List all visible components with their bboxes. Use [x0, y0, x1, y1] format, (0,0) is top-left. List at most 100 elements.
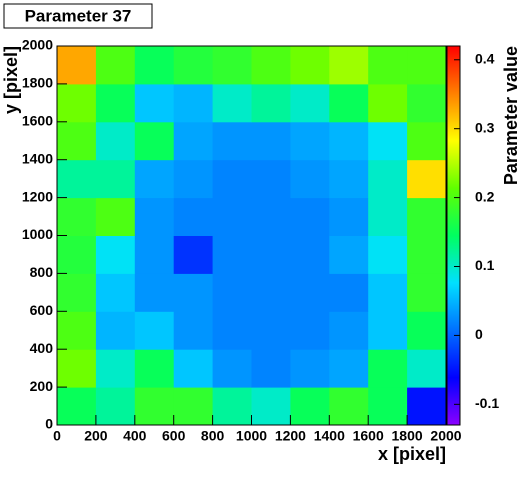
heatmap-cell	[134, 311, 175, 350]
heatmap-cell	[251, 197, 291, 236]
heatmap-cell	[407, 159, 447, 199]
heatmap-cell	[212, 121, 252, 161]
heatmap-cell	[329, 83, 369, 123]
heatmap-cell	[290, 83, 330, 123]
x-tick-label: 200	[84, 428, 108, 444]
heatmap-cell	[329, 311, 369, 350]
heatmap-cell	[57, 46, 97, 85]
heatmap-cell	[212, 235, 252, 274]
y-tick-label: 600	[30, 302, 54, 318]
y-tick-label: 0	[45, 416, 53, 432]
heatmap-cell	[407, 197, 447, 236]
heatmap-cell	[95, 121, 136, 161]
heatmap-cell	[95, 311, 136, 350]
y-tick-label: 800	[30, 264, 54, 280]
heatmap-cell	[290, 46, 330, 85]
heatmap-cell	[407, 311, 447, 350]
colorbar-label: Parameter value	[501, 46, 521, 185]
colorbar-tick-label: -0.1	[475, 395, 499, 411]
heatmap-cell	[251, 121, 291, 161]
heatmap-cell	[57, 387, 97, 426]
heatmap-cell	[173, 273, 214, 312]
heatmap-cell	[368, 349, 408, 388]
heatmap-cell	[368, 197, 408, 236]
heatmap-cell	[173, 387, 214, 426]
heatmap-cell	[251, 349, 291, 388]
x-tick-label: 1600	[353, 428, 384, 444]
heatmap-cell	[251, 83, 291, 123]
heatmap-cell	[173, 349, 214, 388]
y-tick-label: 1800	[22, 75, 53, 91]
heatmap-cell	[134, 273, 175, 312]
colorbar-tick-label: 0.4	[475, 50, 495, 66]
heatmap-cell	[212, 311, 252, 350]
heatmap-cell	[329, 387, 369, 426]
heatmap-cell	[251, 235, 291, 274]
x-tick-label: 600	[162, 428, 186, 444]
heatmap-cell	[134, 159, 175, 199]
heatmap-cell	[368, 121, 408, 161]
heatmap-cell	[407, 273, 447, 312]
heatmap-cell	[329, 197, 369, 236]
heatmap-cell	[173, 46, 214, 85]
heatmap-cell	[368, 235, 408, 274]
heatmap-cell	[57, 83, 97, 123]
heatmap-cell	[407, 349, 447, 388]
heatmap-cell	[212, 273, 252, 312]
x-tick-label: 1200	[275, 428, 306, 444]
heatmap-cell	[173, 159, 214, 199]
heatmap-cell	[57, 197, 97, 236]
heatmap-cell	[95, 46, 136, 85]
y-tick-label: 400	[30, 340, 54, 356]
heatmap-cell	[251, 46, 291, 85]
heatmap-cell	[134, 197, 175, 236]
x-tick-label: 400	[123, 428, 147, 444]
heatmap-cell	[95, 235, 136, 274]
colorbar-tick-label: 0.1	[475, 257, 495, 273]
heatmap-cell	[212, 83, 252, 123]
heatmap-cell	[134, 46, 175, 85]
heatmap-cell	[251, 273, 291, 312]
heatmap-cell	[95, 273, 136, 312]
colorbar-tick-label: 0	[475, 326, 483, 342]
x-tick-label: 2000	[430, 428, 461, 444]
colorbar-tick-label: 0.2	[475, 188, 495, 204]
heatmap-cell	[368, 46, 408, 85]
x-tick-label: 0	[53, 428, 61, 444]
title-box	[3, 3, 153, 29]
heatmap-cell	[212, 197, 252, 236]
y-tick-label: 1600	[22, 113, 53, 129]
heatmap-cell	[368, 311, 408, 350]
heatmap-cell	[134, 121, 175, 161]
chart-title: Parameter 37	[25, 6, 132, 25]
heatmap-cell	[368, 273, 408, 312]
heatmap-cell	[134, 387, 175, 426]
heatmap-cell	[368, 83, 408, 123]
heatmap-cell	[173, 197, 214, 236]
heatmap-cell	[368, 387, 408, 426]
heatmap-cell	[57, 311, 97, 350]
heatmap-cell	[407, 387, 447, 426]
heatmap-cell	[329, 46, 369, 85]
y-tick-label: 1000	[22, 226, 53, 242]
heatmap-cell	[57, 349, 97, 388]
heatmap-cell	[290, 311, 330, 350]
heatmap-cell	[407, 235, 447, 274]
heatmap-cell	[407, 83, 447, 123]
heatmap-cell	[290, 387, 330, 426]
heatmap-cell	[251, 159, 291, 199]
heatmap-cell	[95, 387, 136, 426]
heatmap-cell	[329, 159, 369, 199]
heatmap-cell	[57, 235, 97, 274]
heatmap-cell	[134, 83, 175, 123]
heatmap-cell	[95, 349, 136, 388]
x-tick-label: 1800	[392, 428, 423, 444]
heatmap-cell	[368, 159, 408, 199]
x-tick-label: 1000	[236, 428, 267, 444]
heatmap-cell	[290, 349, 330, 388]
heatmap-cell	[407, 121, 447, 161]
heatmap-cell	[95, 83, 136, 123]
heatmap-cell	[251, 311, 291, 350]
heatmap-cell	[329, 235, 369, 274]
